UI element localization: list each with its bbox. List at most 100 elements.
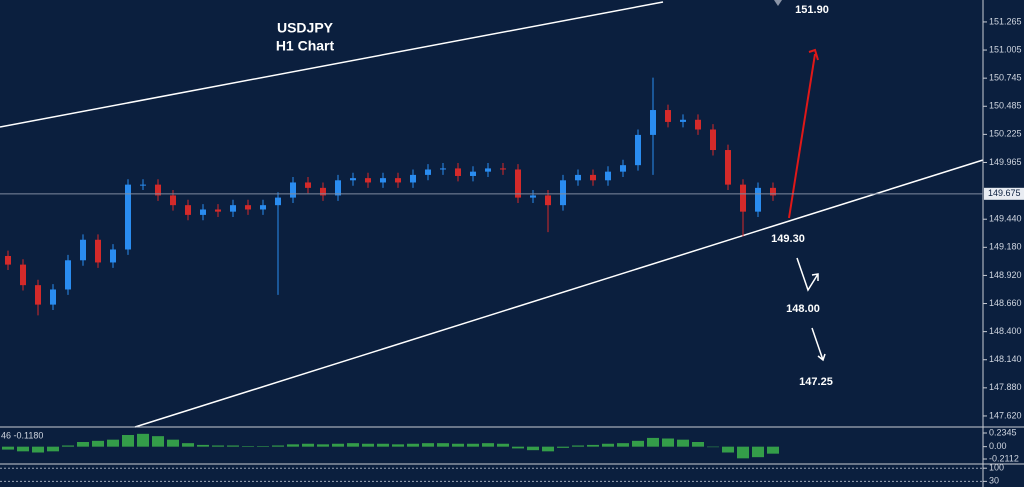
- histogram-bar: [752, 446, 764, 458]
- candle-body: [335, 180, 341, 196]
- candle-body: [560, 180, 566, 206]
- histogram-bar: [452, 443, 464, 447]
- candle-body: [95, 239, 101, 263]
- chart-subtitle: H1 Chart: [276, 38, 335, 54]
- candle-body: [425, 169, 431, 175]
- histogram-bar: [272, 445, 284, 447]
- y-tick-label: 150.225: [989, 129, 1022, 139]
- candle-body: [770, 187, 776, 196]
- histogram-bar: [317, 444, 329, 447]
- histogram-bar: [377, 443, 389, 447]
- candle-body: [125, 184, 131, 250]
- arrow-zigzag: [796, 257, 819, 292]
- histogram-bar: [737, 446, 749, 459]
- last-price-label: 149.675: [988, 188, 1021, 198]
- y-tick-label: 150.745: [989, 73, 1022, 83]
- histogram-bar: [602, 443, 614, 447]
- candle-body: [500, 168, 506, 170]
- histogram-bar: [587, 444, 599, 447]
- y-tick-label: 148.660: [989, 298, 1022, 308]
- histogram-bar: [512, 446, 524, 449]
- candle-body: [605, 171, 611, 181]
- candle-body: [530, 195, 536, 198]
- candle-body: [110, 249, 116, 263]
- candle-body: [260, 205, 266, 210]
- histogram-bar: [467, 443, 479, 447]
- candle-body: [650, 110, 656, 135]
- marker: [774, 0, 782, 6]
- candle-body: [200, 209, 206, 215]
- candle-body: [695, 119, 701, 130]
- histogram-bar: [482, 443, 494, 447]
- candle-body: [395, 178, 401, 183]
- y-tick-label: 149.180: [989, 242, 1022, 252]
- candle-body: [680, 119, 686, 122]
- histogram-bar: [677, 439, 689, 447]
- candle-body: [80, 239, 86, 261]
- y-tick-label: 151.005: [989, 44, 1022, 54]
- histogram-bar: [662, 438, 674, 447]
- histogram-bar: [62, 445, 74, 447]
- candle-body: [350, 178, 356, 181]
- y-tick-label: 148.920: [989, 270, 1022, 280]
- candle-body: [365, 178, 371, 183]
- candle-body: [725, 150, 731, 185]
- candle-body: [140, 184, 146, 186]
- y-tick-label: 150.485: [989, 101, 1022, 111]
- candle-body: [575, 174, 581, 181]
- price-target: 147.25: [799, 376, 833, 388]
- histogram-bar: [647, 437, 659, 447]
- price-target: 148.00: [786, 303, 820, 315]
- y-tick-label: 149.440: [989, 214, 1022, 224]
- candle-body: [710, 129, 716, 151]
- candle-body: [485, 168, 491, 172]
- histogram-bar: [722, 446, 734, 453]
- histogram-bar: [92, 440, 104, 447]
- histogram-bar: [437, 443, 449, 447]
- last-price-box: [984, 187, 1024, 200]
- histogram-bar: [242, 446, 254, 447]
- y-tick-label: 149.965: [989, 157, 1022, 167]
- candle-body: [590, 174, 596, 181]
- y-tick-label: 148.140: [989, 354, 1022, 364]
- candle-body: [230, 205, 236, 212]
- histogram-bar: [497, 443, 509, 447]
- candle-body: [410, 174, 416, 183]
- histogram-bar: [632, 440, 644, 447]
- candle-body: [245, 205, 251, 210]
- histogram-bar: [182, 443, 194, 447]
- y-tick-label: -0.2112: [989, 453, 1019, 463]
- y-tick-label: 100: [989, 463, 1004, 473]
- candle-body: [440, 168, 446, 170]
- histogram-bar: [47, 446, 59, 452]
- histogram-bar: [2, 446, 14, 450]
- histogram-bar: [212, 445, 224, 447]
- candle-body: [545, 195, 551, 206]
- candle-body: [305, 182, 311, 188]
- candle-body: [5, 255, 11, 265]
- histogram-bar: [152, 436, 164, 447]
- histogram-bar: [167, 439, 179, 447]
- histogram-bar: [347, 443, 359, 447]
- channel-lower: [134, 159, 984, 428]
- candle-body: [290, 182, 296, 198]
- candle-body: [275, 197, 281, 206]
- histogram-bar: [407, 443, 419, 447]
- histogram-bar: [692, 442, 704, 447]
- price-target: 151.90: [795, 4, 829, 16]
- candle-body: [455, 168, 461, 176]
- candle-body: [215, 209, 221, 212]
- histogram-bar: [32, 446, 44, 453]
- price-target: 149.30: [771, 233, 805, 245]
- candle-body: [635, 134, 641, 166]
- candle-body: [50, 289, 56, 305]
- channel-upper: [0, 1, 664, 128]
- histogram-bar: [572, 445, 584, 447]
- histogram-bar: [707, 446, 719, 448]
- arrow-head: [808, 48, 819, 61]
- candle-body: [320, 187, 326, 196]
- chart-title: USDJPY: [277, 20, 334, 36]
- candle-body: [755, 187, 761, 212]
